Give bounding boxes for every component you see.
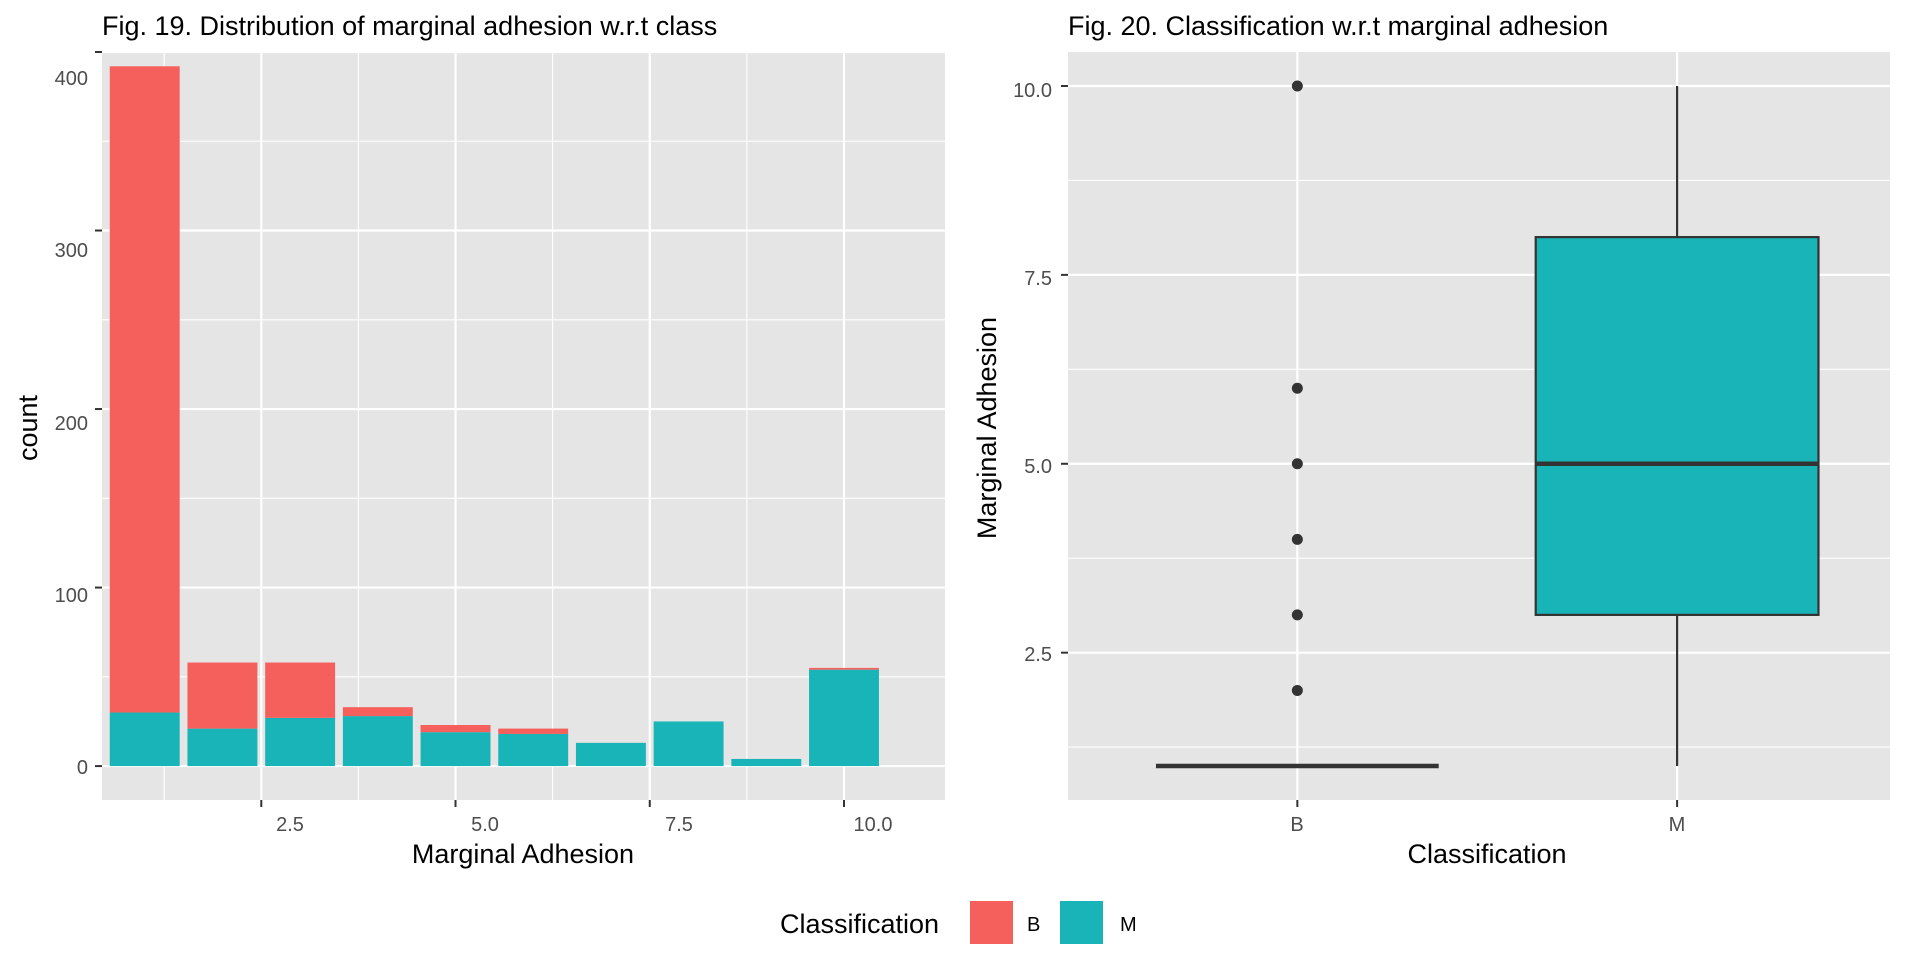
- legend-label-b: B: [1027, 914, 1040, 936]
- hist-y-tick-label: 0: [77, 757, 88, 779]
- legend-key-m: [1060, 901, 1103, 944]
- hist-bar-m: [809, 669, 879, 767]
- hist-bar-b: [420, 725, 491, 733]
- legend-title: Classification: [780, 909, 939, 939]
- hist-bar-b: [109, 66, 180, 713]
- box-outlier-b: [1291, 458, 1303, 470]
- hist-bar-m: [109, 712, 180, 767]
- box-y-tick-label: 5.0: [1024, 456, 1052, 478]
- hist-x-axis: 2.5 5.0 7.5 10.0: [276, 814, 892, 836]
- box-y-tick-label: 7.5: [1024, 268, 1052, 290]
- box-y-axis: 2.5 5.0 7.5 10.0: [1013, 80, 1052, 666]
- legend-key-b: [970, 901, 1013, 944]
- box-tick-marks: [1061, 85, 1679, 807]
- box-outlier-b: [1291, 533, 1303, 545]
- hist-x-axis-title: Marginal Adhesion: [412, 839, 634, 869]
- hist-y-tick-label: 300: [55, 240, 88, 262]
- hist-y-axis-title: count: [13, 394, 43, 461]
- box-x-tick-label: M: [1669, 814, 1686, 836]
- box-y-tick-label: 10.0: [1013, 80, 1052, 102]
- box-x-axis: B M: [1290, 814, 1685, 836]
- legend-label-m: M: [1120, 914, 1137, 936]
- hist-bar-b: [265, 662, 336, 718]
- hist-title: Fig. 19. Distribution of marginal adhesi…: [102, 11, 717, 41]
- histogram-panel: Fig. 19. Distribution of marginal adhesi…: [13, 11, 945, 869]
- hist-bar-m: [575, 742, 646, 767]
- box-x-tick-label: B: [1290, 814, 1303, 836]
- box-y-axis-title: Marginal Adhesion: [972, 317, 1002, 539]
- boxplot-panel: Fig. 20. Classification w.r.t marginal a…: [972, 11, 1890, 869]
- box-outlier-b: [1291, 382, 1303, 394]
- hist-bar-m: [420, 732, 491, 767]
- hist-bar-m: [187, 728, 258, 767]
- hist-bar-b: [498, 728, 569, 734]
- hist-y-tick-label: 100: [55, 585, 88, 607]
- hist-y-axis: 0 100 200 300 400: [55, 68, 88, 779]
- hist-bar-b: [187, 662, 258, 729]
- hist-bar-m: [653, 721, 724, 767]
- hist-x-tick-label: 2.5: [276, 814, 304, 836]
- hist-bars: [109, 66, 879, 767]
- hist-x-tick-label: 5.0: [471, 814, 499, 836]
- hist-x-tick-label: 7.5: [665, 814, 693, 836]
- box-y-tick-label: 2.5: [1024, 644, 1052, 666]
- hist-bar-m: [731, 758, 802, 767]
- box-x-axis-title: Classification: [1407, 839, 1566, 869]
- box-iqr-m: [1534, 236, 1820, 616]
- box-outlier-b: [1291, 80, 1303, 92]
- legend: Classification B M: [780, 901, 1137, 944]
- hist-bar-b: [809, 667, 879, 670]
- hist-y-tick-label: 200: [55, 413, 88, 435]
- box-title: Fig. 20. Classification w.r.t marginal a…: [1068, 11, 1608, 41]
- hist-bar-m: [498, 733, 569, 767]
- box-marks: [1155, 80, 1820, 769]
- hist-tick-marks: [95, 51, 845, 807]
- hist-x-tick-label: 10.0: [854, 814, 893, 836]
- hist-y-tick-label: 400: [55, 68, 88, 90]
- box-outlier-b: [1291, 684, 1303, 696]
- hist-bar-m: [342, 716, 413, 767]
- box-outlier-b: [1291, 609, 1303, 621]
- hist-bar-b: [342, 707, 413, 717]
- hist-bar-m: [265, 717, 336, 767]
